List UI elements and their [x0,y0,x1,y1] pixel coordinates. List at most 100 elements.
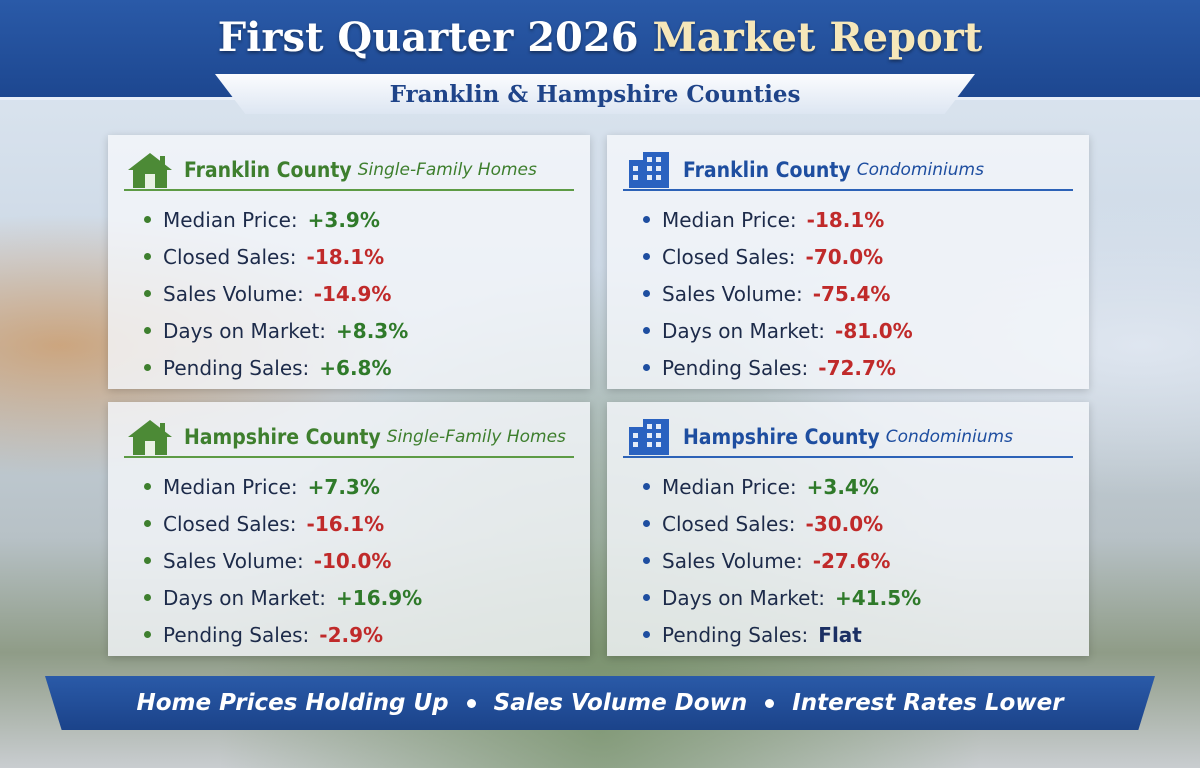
stat-list: Median Price: +3.9% Closed Sales: -18.1% Sal… [144,201,408,386]
stat-item: Days on Market: -81.0% [643,312,913,349]
bullet [144,364,151,371]
house-icon [128,420,172,455]
stat-value: +41.5% [835,585,922,610]
stat-item: Days on Market: +16.9% [144,579,422,616]
stat-value: -70.0% [805,244,884,269]
bullet [643,483,650,490]
panel: Hampshire County Single-Family Homes Medi… [108,402,590,656]
separator [765,698,775,708]
stat-value: -75.4% [812,281,891,306]
stat-label: Pending Sales: [163,355,310,380]
stat-label: Median Price: [163,207,298,232]
county: Franklin County [683,158,851,182]
stat-item: Median Price: -18.1% [643,201,913,238]
bullet [643,216,650,223]
title-tail: Market Report [652,14,983,61]
stat-value: +7.3% [307,474,380,499]
stat-value: -81.0% [835,318,913,343]
stat-value: +16.9% [336,585,423,610]
stat-list: Median Price: +7.3% Closed Sales: -16.1% Sal… [144,468,422,653]
stat-label: Closed Sales: [662,244,796,269]
footer-item: Sales Volume Down [493,690,748,716]
panel-header: Hampshire County Condominiums [623,418,1073,458]
county: Hampshire County [683,425,880,449]
stat-label: Median Price: [662,474,797,499]
bullet [144,327,151,334]
stat-value: +8.3% [336,318,409,343]
panel-header: Hampshire County Single-Family Homes [124,418,574,458]
bullet [144,253,151,260]
panel: Franklin County Single-Family Homes Media… [108,135,590,389]
stat-value: +3.9% [307,207,380,232]
stat-label: Pending Sales: [662,355,809,380]
stat-item: Median Price: +3.9% [144,201,408,238]
stat-label: Sales Volume: [163,281,304,306]
stat-label: Closed Sales: [163,244,297,269]
stat-label: Sales Volume: [662,548,803,573]
stat-value: -10.0% [313,548,392,573]
stat-item: Pending Sales: Flat [643,616,921,653]
kind: Single-Family Homes [357,160,537,180]
bullet [643,557,650,564]
footer-band: Home Prices Holding Up Sales Volume Down I… [45,676,1155,730]
stat-label: Days on Market: [662,585,826,610]
stat-item: Sales Volume: -10.0% [144,542,422,579]
stat-label: Closed Sales: [163,511,297,536]
stat-label: Sales Volume: [163,548,304,573]
bullet [144,483,151,490]
bullet [144,520,151,527]
panel: Hampshire County Condominiums Median Pric… [607,402,1089,656]
stat-value: -72.7% [818,355,896,380]
subtitle: Franklin & Hampshire Counties [215,74,975,114]
panel-header: Franklin County Condominiums [623,151,1073,191]
building-icon [629,152,669,188]
stat-value: -2.9% [319,622,384,647]
bullet [643,253,650,260]
stat-item: Median Price: +7.3% [144,468,422,505]
stat-item: Days on Market: +41.5% [643,579,921,616]
county: Franklin County [184,158,352,182]
bullet [643,631,650,638]
bullet [144,594,151,601]
stat-item: Median Price: +3.4% [643,468,921,505]
kind: Single-Family Homes [386,427,566,447]
separator [466,698,476,708]
stat-label: Days on Market: [163,318,327,343]
stat-label: Median Price: [163,474,298,499]
title-lead: First Quarter 2026 [217,14,639,61]
stat-value: -16.1% [306,511,385,536]
kind: Condominiums [856,160,984,180]
stat-value: -30.0% [805,511,884,536]
stat-value: +6.8% [319,355,392,380]
stat-label: Closed Sales: [662,511,796,536]
bullet [643,594,650,601]
stat-item: Pending Sales: -2.9% [144,616,422,653]
stat-value: -14.9% [313,281,392,306]
stat-label: Pending Sales: [163,622,310,647]
stat-item: Sales Volume: -14.9% [144,275,408,312]
title: First Quarter 2026 Market Report [0,14,1200,61]
stat-item: Pending Sales: -72.7% [643,349,913,386]
panel: Franklin County Condominiums Median Price… [607,135,1089,389]
stat-value: Flat [818,622,862,647]
panel-header: Franklin County Single-Family Homes [124,151,574,191]
house-icon [128,153,172,188]
bullet [643,520,650,527]
building-icon [629,419,669,455]
footer-item: Home Prices Holding Up [136,690,449,716]
stat-item: Sales Volume: -27.6% [643,542,921,579]
stat-value: -18.1% [306,244,385,269]
county: Hampshire County [184,425,381,449]
bullet [643,327,650,334]
stat-value: -27.6% [812,548,891,573]
bullet [144,631,151,638]
bullet [643,364,650,371]
bullet [643,290,650,297]
kind: Condominiums [885,427,1013,447]
stat-item: Pending Sales: +6.8% [144,349,408,386]
stat-label: Days on Market: [662,318,826,343]
stat-label: Days on Market: [163,585,327,610]
stat-label: Sales Volume: [662,281,803,306]
bullet [144,290,151,297]
